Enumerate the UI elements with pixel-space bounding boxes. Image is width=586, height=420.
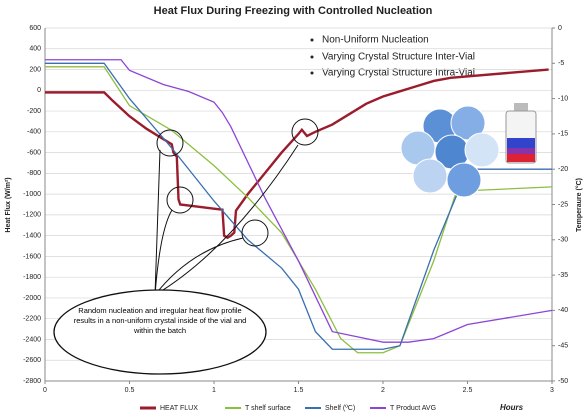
plot-area: 6004002000-200-400-600-800-1000-1200-140… — [23, 25, 568, 394]
y2-tick-label: 0 — [558, 25, 562, 32]
y2-tick-label: -50 — [558, 378, 568, 385]
y2-tick-label: -40 — [558, 307, 568, 314]
y-tick-label: 600 — [29, 25, 41, 32]
callout-text: Random nucleation and irregular heat flo… — [73, 306, 247, 335]
y-tick-label: -800 — [27, 170, 41, 177]
y-axis-label: Heat Flux (W/m²) — [5, 177, 12, 232]
series-line — [45, 68, 549, 240]
y-tick-label: 0 — [37, 87, 41, 94]
vial-layer — [507, 148, 535, 154]
vial-icon — [400, 103, 537, 198]
callout-circle — [291, 118, 319, 146]
y2-tick-label: -30 — [558, 237, 568, 244]
y-tick-label: -2400 — [23, 336, 41, 343]
y2-tick-label: -25 — [558, 201, 568, 208]
y-tick-label: -1800 — [23, 274, 41, 281]
bullet — [310, 71, 314, 75]
x-axis-label: Hours — [500, 403, 524, 412]
callout-arrow — [154, 144, 299, 296]
x-tick-label: 0 — [43, 387, 47, 394]
callouts — [53, 118, 319, 375]
chart-title: Heat Flux During Freezing with Controlle… — [154, 5, 433, 17]
ball — [464, 132, 500, 168]
y2-tick-label: -45 — [558, 343, 568, 350]
bullets: Non-Uniform Nucleation Varying Crystal S… — [310, 35, 475, 79]
y-tick-label: -2200 — [23, 316, 41, 323]
callout-circle — [156, 129, 184, 157]
y-tick-label: 400 — [29, 46, 41, 53]
callout-circle — [166, 186, 194, 214]
series-line — [45, 66, 553, 354]
y-tick-label: -1000 — [23, 191, 41, 198]
y-tick-label: -1600 — [23, 253, 41, 260]
y-tick-label: -200 — [27, 108, 41, 115]
legend-label: HEAT FLUX — [160, 405, 198, 412]
legend-label: Shelf (ºC) — [325, 405, 355, 412]
annotation: Varying Crystal Structure Inter-Vial — [322, 52, 475, 63]
y2-tick-label: -10 — [558, 95, 568, 102]
y-tick-label: -2600 — [23, 357, 41, 364]
x-tick-label: 1 — [212, 387, 216, 394]
bullet — [310, 55, 314, 59]
series-line — [45, 59, 553, 343]
x-tick-label: 1.5 — [294, 387, 304, 394]
annotation: Varying Crystal Structure Intra-Vial — [322, 68, 475, 79]
x-tick-label: 2 — [381, 387, 385, 394]
y2-tick-label: -15 — [558, 131, 568, 138]
ball — [412, 158, 448, 194]
y2-tick-label: -20 — [558, 166, 568, 173]
y-tick-label: -400 — [27, 129, 41, 136]
x-tick-label: 0.5 — [125, 387, 135, 394]
legend-label: T Product AVG — [390, 405, 436, 412]
vial-layer — [507, 154, 535, 162]
y-tick-label: -2000 — [23, 295, 41, 302]
y-tick-label: -1200 — [23, 212, 41, 219]
y2-axis-label: Temperaure (°C) — [575, 178, 583, 232]
series-line — [45, 62, 552, 350]
y2-tick-label: -5 — [558, 60, 564, 67]
x-tick-label: 3 — [550, 387, 554, 394]
y-tick-label: 200 — [29, 66, 41, 73]
annotation: Non-Uniform Nucleation — [322, 35, 429, 46]
ball — [446, 162, 482, 198]
y-tick-label: -2800 — [23, 378, 41, 385]
callout-ellipse — [53, 289, 267, 375]
legend-label: T shelf surface — [245, 405, 291, 412]
y2-tick-label: -35 — [558, 272, 568, 279]
callout-text-box: Random nucleation and irregular heat flo… — [73, 306, 247, 335]
callout-circle — [241, 219, 269, 247]
vial-cap — [514, 103, 528, 111]
x-tick-label: 2.5 — [463, 387, 473, 394]
y-tick-label: -600 — [27, 149, 41, 156]
y-tick-label: -1400 — [23, 232, 41, 239]
bullet — [310, 38, 314, 42]
vial-layer — [507, 138, 535, 148]
